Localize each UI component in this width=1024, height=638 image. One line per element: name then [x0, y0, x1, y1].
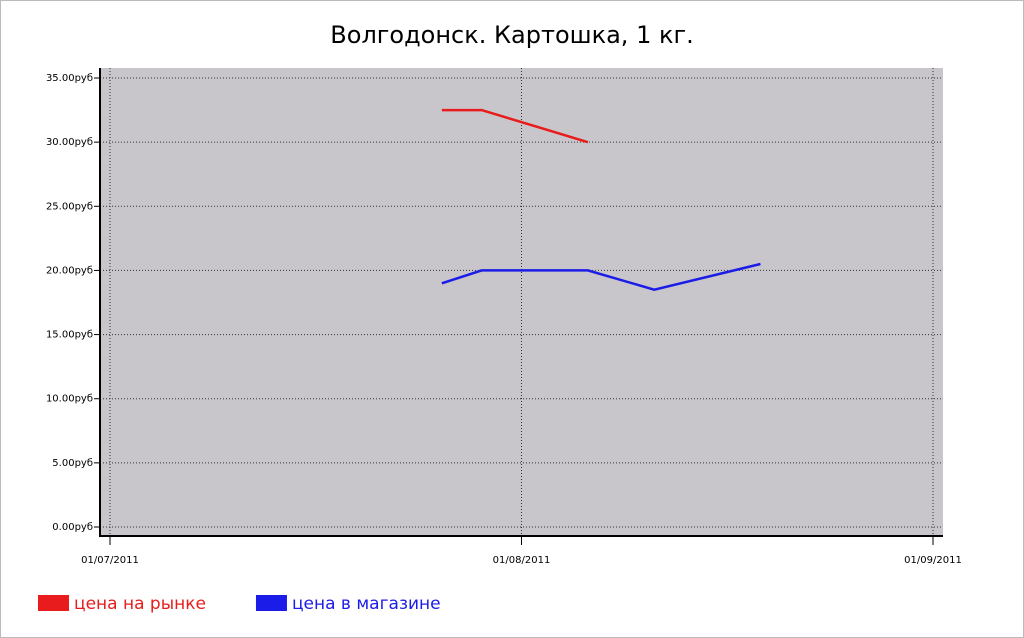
x-tick-label: 01/09/2011	[904, 555, 962, 566]
x-tick-label: 01/07/2011	[81, 555, 139, 566]
y-tick-label: 20.00руб	[46, 265, 93, 276]
grid	[100, 68, 943, 536]
legend-swatch	[255, 595, 287, 611]
series-line	[441, 262, 761, 291]
lines	[441, 110, 761, 291]
chart-title: Волгодонск. Картошка, 1 кг.	[330, 21, 693, 49]
y-tick-label: 25.00руб	[46, 201, 93, 212]
labels: 0.00руб 5.00руб 10.00руб 15.00руб 20.00руб 25…	[46, 73, 962, 566]
y-tick-label: 10.00руб	[46, 394, 93, 405]
legend-label: цена в магазине	[292, 594, 441, 614]
legend-swatch	[38, 595, 69, 611]
y-tick-label: 35.00руб	[46, 73, 93, 84]
y-tick-label: 0.00руб	[52, 522, 93, 533]
y-tick-label: 30.00руб	[46, 137, 93, 148]
legend-label: цена на рынке	[74, 594, 206, 614]
x-tick-label: 01/08/2011	[493, 555, 551, 566]
y-tick-label: 15.00руб	[46, 330, 93, 341]
y-tick-label: 5.00руб	[52, 458, 93, 469]
